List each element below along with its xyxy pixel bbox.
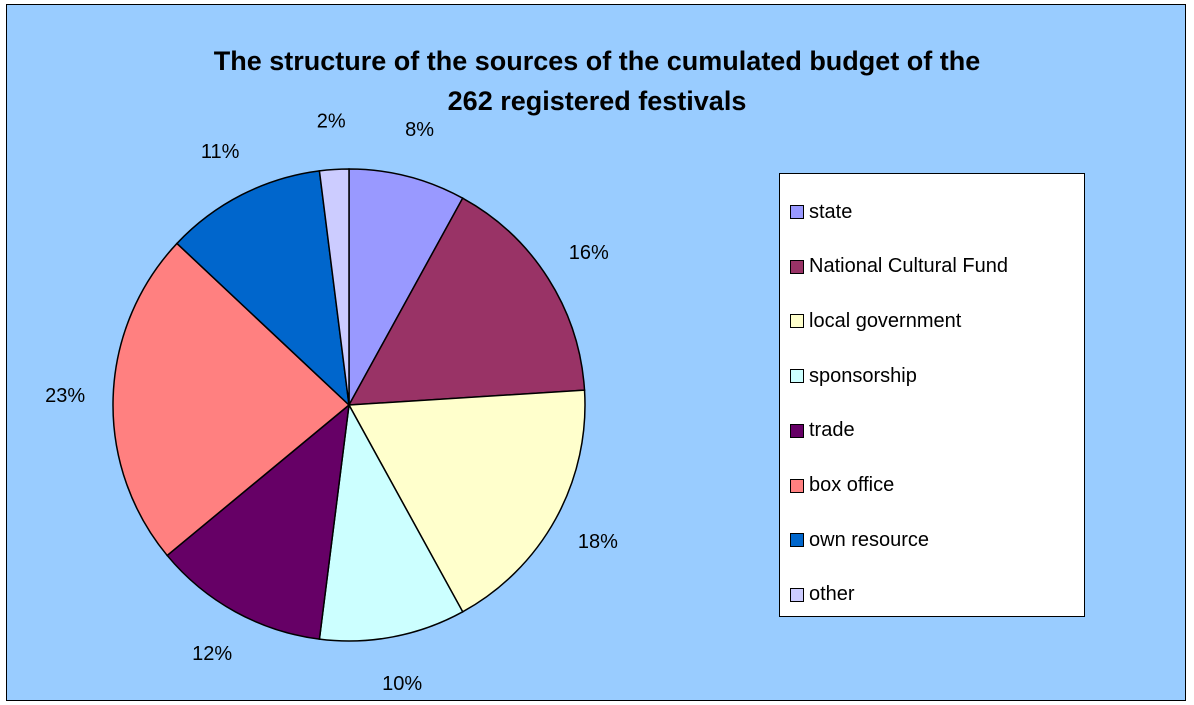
- legend-label: trade: [809, 419, 855, 442]
- pie-slice-state: [348, 168, 464, 406]
- legend-item-other: other: [790, 583, 855, 607]
- chart-area: The structure of the sources of the cumu…: [6, 4, 1186, 701]
- data-label-own-resource: 11%: [201, 141, 240, 163]
- legend: state National Cultural Fund local governm…: [779, 173, 1085, 617]
- legend-item-own-resource: own resource: [790, 528, 929, 552]
- legend-item-box-office: box office: [790, 474, 894, 498]
- legend-label: sponsorship: [809, 364, 917, 387]
- data-label-local-government: 18%: [578, 531, 618, 553]
- legend-swatch: [790, 478, 804, 493]
- legend-label: other: [809, 583, 855, 606]
- pie-chart: 8% 16% 18% 10% 12% 23% 11% 2%: [45, 111, 618, 695]
- pie-slice-other: [318, 168, 350, 406]
- legend-item-local-government: local government: [790, 309, 961, 333]
- legend-item-national-cultural-fund: National Cultural Fund: [790, 255, 1008, 279]
- data-label-state: 8%: [405, 119, 434, 141]
- legend-item-trade: trade: [790, 419, 855, 443]
- pie-slice-local-government: [347, 389, 586, 613]
- legend-label: local government: [809, 309, 962, 332]
- legend-swatch: [790, 587, 804, 602]
- legend-swatch: [790, 314, 804, 329]
- chart-title: The structure of the sources of the cumu…: [7, 41, 1187, 121]
- chart-title-line-1: The structure of the sources of the cumu…: [213, 46, 981, 76]
- legend-label: box office: [809, 474, 895, 496]
- legend-item-state: state: [790, 200, 852, 224]
- data-label-other: 2%: [317, 111, 346, 133]
- data-label-national-cultural-fund: 16%: [569, 242, 609, 264]
- data-label-box-office: 23%: [45, 385, 85, 407]
- legend-swatch: [790, 533, 804, 548]
- pie-slice-sponsorship: [318, 402, 464, 642]
- chart-title-line-2: 262 registered festivals: [447, 86, 747, 116]
- pie-slice-own-resource: [175, 170, 351, 407]
- legend-swatch: [790, 423, 804, 438]
- pie-slice-trade: [166, 403, 350, 640]
- legend-swatch: [790, 205, 804, 219]
- pie-slice-national-cultural-fund: [347, 197, 586, 406]
- legend-swatch: [790, 259, 804, 274]
- legend-item-sponsorship: sponsorship: [790, 364, 917, 388]
- legend-label: own resource: [809, 528, 930, 551]
- legend-label: National Cultural Fund: [809, 255, 1008, 278]
- data-label-trade: 12%: [192, 643, 232, 665]
- data-label-sponsorship: 10%: [382, 673, 422, 695]
- legend-swatch: [790, 369, 804, 384]
- legend-label: state: [809, 200, 853, 223]
- pie-slice-box-office: [112, 242, 351, 557]
